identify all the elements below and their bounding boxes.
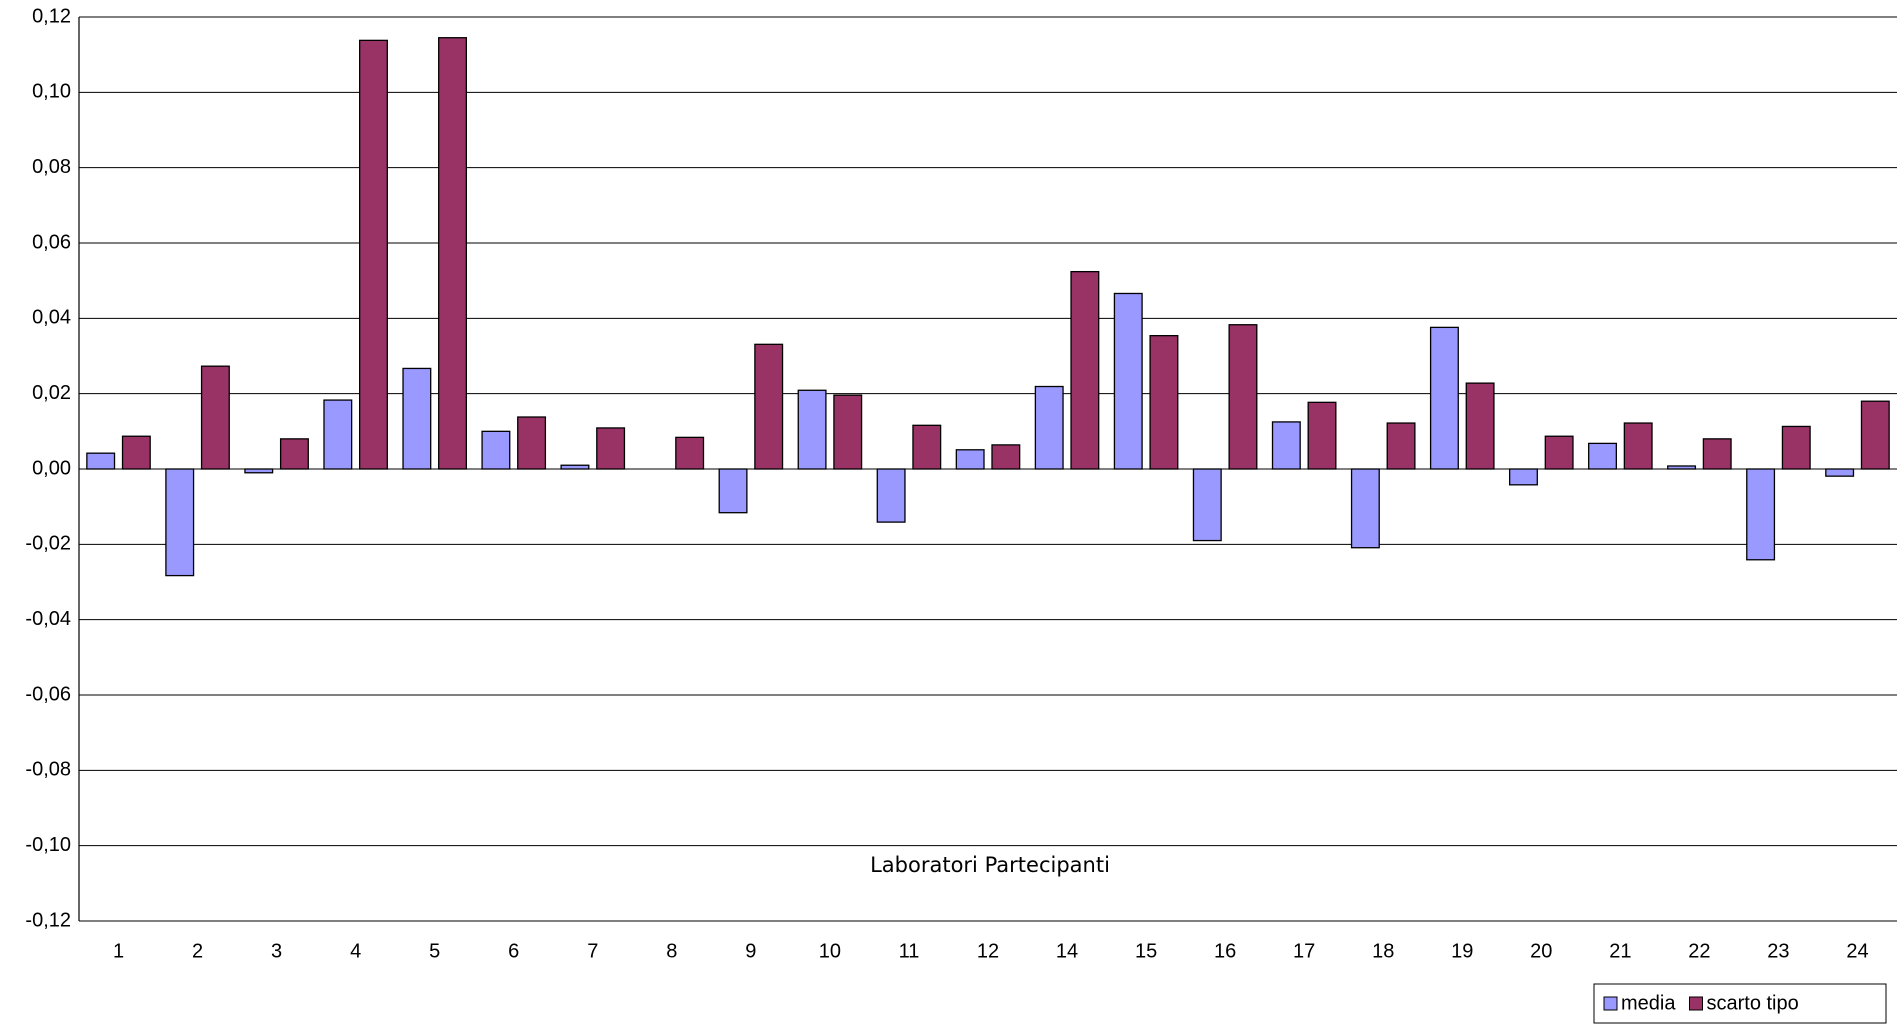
bar bbox=[955, 449, 985, 470]
bar bbox=[1070, 270, 1100, 470]
x-tick-label: 22 bbox=[1688, 940, 1710, 962]
bar bbox=[1588, 442, 1617, 470]
bar bbox=[517, 416, 547, 470]
bar bbox=[1508, 468, 1538, 486]
x-tick-label: 14 bbox=[1056, 940, 1078, 962]
y-tick-label: 0,04 bbox=[32, 307, 71, 329]
bar bbox=[1465, 382, 1495, 470]
x-tick-label: 11 bbox=[899, 940, 920, 962]
x-tick-label: 21 bbox=[1609, 940, 1631, 962]
legend-label: media bbox=[1621, 992, 1676, 1014]
x-tick-label: 9 bbox=[745, 940, 756, 962]
x-tick-label: 12 bbox=[977, 940, 999, 962]
y-tick-label: -0,10 bbox=[25, 834, 71, 856]
bar bbox=[1623, 422, 1653, 470]
bar bbox=[1702, 438, 1732, 470]
bar bbox=[402, 367, 432, 470]
bar bbox=[1544, 435, 1574, 470]
y-tick-label: 0,06 bbox=[32, 231, 71, 253]
bar bbox=[718, 468, 748, 514]
x-tick-label: 3 bbox=[271, 940, 282, 962]
x-tick-label: 18 bbox=[1372, 940, 1394, 962]
bar bbox=[675, 436, 705, 470]
bar bbox=[121, 435, 151, 470]
bar bbox=[1192, 468, 1222, 542]
bar bbox=[244, 468, 274, 474]
bar bbox=[1860, 400, 1890, 470]
x-tick-label: 4 bbox=[350, 940, 361, 962]
y-tick-label: 0,02 bbox=[32, 382, 71, 404]
bar bbox=[1386, 422, 1416, 470]
bar bbox=[1350, 468, 1380, 549]
x-tick-label: 23 bbox=[1767, 940, 1789, 962]
bar bbox=[1825, 468, 1855, 477]
bar bbox=[438, 37, 468, 470]
bar bbox=[754, 343, 784, 470]
x-tick-label: 1 bbox=[113, 940, 124, 962]
y-tick-label: 0,08 bbox=[32, 156, 71, 178]
x-tick-label: 5 bbox=[429, 940, 440, 962]
x-tick-label: 10 bbox=[819, 940, 841, 962]
y-tick-label: 0,00 bbox=[32, 457, 71, 479]
x-tick-label: 2 bbox=[192, 940, 203, 962]
legend-label: scarto tipo bbox=[1706, 992, 1798, 1014]
bar bbox=[596, 427, 626, 470]
y-tick-label: 0,10 bbox=[32, 81, 71, 103]
x-axis-label: Laboratori Partecipanti bbox=[870, 853, 1110, 877]
x-tick-label: 20 bbox=[1530, 940, 1552, 962]
x-tick-label: 7 bbox=[587, 940, 598, 962]
y-tick-label: -0,04 bbox=[25, 608, 71, 630]
y-tick-label: 0,12 bbox=[32, 5, 71, 27]
bar bbox=[1113, 292, 1143, 470]
bar bbox=[1746, 468, 1776, 561]
y-tick-label: -0,06 bbox=[25, 683, 71, 705]
x-tick-label: 15 bbox=[1135, 940, 1157, 962]
bar bbox=[1271, 421, 1301, 470]
bar bbox=[912, 424, 942, 470]
x-tick-label: 24 bbox=[1846, 940, 1868, 962]
y-tick-label: -0,12 bbox=[25, 909, 71, 931]
legend-swatch bbox=[1688, 996, 1703, 1011]
legend: media scarto tipo bbox=[1593, 983, 1887, 1024]
x-tick-label: 19 bbox=[1451, 940, 1473, 962]
legend-swatch bbox=[1603, 996, 1618, 1011]
bar bbox=[991, 444, 1021, 470]
x-tick-label: 16 bbox=[1214, 940, 1236, 962]
bar bbox=[1034, 385, 1064, 470]
bar bbox=[323, 399, 353, 470]
bar bbox=[1429, 326, 1459, 470]
bar bbox=[359, 39, 388, 470]
bar bbox=[797, 389, 827, 470]
bar bbox=[86, 452, 116, 470]
y-tick-label: -0,02 bbox=[25, 533, 71, 555]
y-tick-label: -0,08 bbox=[25, 759, 71, 781]
bar bbox=[1149, 335, 1179, 470]
bar bbox=[1667, 465, 1697, 470]
bar bbox=[481, 430, 511, 470]
bar bbox=[833, 394, 863, 470]
bar bbox=[279, 438, 309, 470]
bar bbox=[200, 365, 230, 470]
bar bbox=[876, 468, 906, 523]
x-tick-label: 6 bbox=[508, 940, 519, 962]
x-tick-label: 17 bbox=[1293, 940, 1315, 962]
bar bbox=[1307, 401, 1337, 470]
bar bbox=[1781, 425, 1811, 470]
x-tick-label: 8 bbox=[666, 940, 677, 962]
bar bbox=[1228, 324, 1258, 470]
bar bbox=[165, 468, 195, 577]
bar bbox=[560, 464, 590, 470]
legend-box bbox=[1593, 983, 1887, 1024]
